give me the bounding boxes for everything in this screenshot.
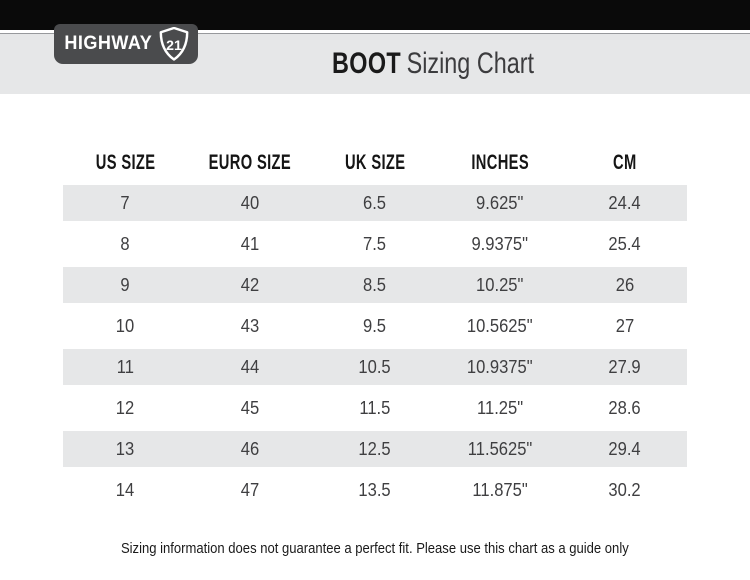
table-cell: 26 — [615, 274, 634, 295]
shield-badge-number: 21 — [166, 37, 182, 53]
table-cell: 46 — [240, 438, 260, 459]
table-cell: 9.9375" — [471, 234, 529, 254]
table-cell: 10.5 — [358, 356, 392, 377]
table-cell: 42 — [240, 274, 260, 295]
table-cell: 40 — [240, 192, 260, 213]
table-cell: 41 — [240, 234, 260, 254]
table-cell: 24.4 — [608, 192, 641, 213]
table-cell: 43 — [240, 316, 260, 336]
table-body: 7 40 6.5 9.625" 24.4 8 41 7.5 9.9375" 25.4 9 42 8.5 1… — [63, 183, 687, 511]
table-cell: 13.5 — [358, 480, 392, 500]
page-title-bold: BOOT — [331, 47, 402, 80]
table-cell: 44 — [240, 356, 260, 377]
brand-name: HIGHWAY — [64, 33, 152, 54]
column-header-inches: INCHES — [470, 151, 529, 174]
table-cell: 11 — [116, 356, 134, 377]
column-header-cm: CM — [612, 151, 637, 174]
table-cell: 12.5 — [358, 438, 392, 459]
table-cell: 27.9 — [608, 356, 641, 377]
table-cell: 28.6 — [608, 398, 641, 418]
table-cell: 10.25" — [476, 274, 524, 295]
table-row: 7 40 6.5 9.625" 24.4 — [63, 183, 687, 224]
table-cell: 29.4 — [608, 438, 641, 459]
table-header-row: US SIZE EURO SIZE UK SIZE INCHES CM — [63, 143, 687, 183]
footer-note-text: Sizing information does not guarantee a … — [121, 540, 629, 557]
sizing-table: US SIZE EURO SIZE UK SIZE INCHES CM 7 40 6… — [63, 143, 687, 511]
column-header-euro-size: EURO SIZE — [208, 151, 292, 174]
table-cell: 25.4 — [608, 234, 641, 254]
table-cell: 10.5625" — [466, 316, 533, 336]
page-title: BOOT Sizing Chart — [332, 49, 534, 79]
footer-note: Sizing information does not guarantee a … — [0, 540, 750, 557]
table-cell: 45 — [240, 398, 260, 418]
table-cell: 47 — [240, 480, 260, 500]
table-row: 11 44 10.5 10.9375" 27.9 — [63, 347, 687, 388]
table-cell: 10.9375" — [466, 356, 533, 377]
table-cell: 14 — [116, 480, 135, 500]
table-cell: 10 — [116, 316, 135, 336]
column-header-us-size: US SIZE — [95, 151, 156, 174]
table-cell: 6.5 — [363, 192, 387, 213]
table-row: 13 46 12.5 11.5625" 29.4 — [63, 429, 687, 470]
table-cell: 11.875" — [472, 480, 528, 500]
table-cell: 30.2 — [608, 480, 641, 500]
table-cell: 7 — [120, 192, 131, 213]
table-row: 12 45 11.5 11.25" 28.6 — [63, 388, 687, 429]
table-cell: 8 — [120, 234, 131, 254]
shield-21-icon: 21 — [159, 27, 189, 61]
table-cell: 9.5 — [363, 316, 387, 336]
table-cell: 9.625" — [476, 192, 524, 213]
page-title-rest: Sizing Chart — [406, 47, 535, 80]
table-cell: 8.5 — [363, 274, 387, 295]
table-row: 10 43 9.5 10.5625" 27 — [63, 306, 687, 347]
table-cell: 11.5 — [359, 398, 391, 418]
table-cell: 13 — [116, 438, 135, 459]
column-header-uk-size: UK SIZE — [344, 151, 406, 174]
table-cell: 27 — [615, 316, 634, 336]
brand-logo: HIGHWAY 21 — [54, 24, 198, 64]
table-row: 14 47 13.5 11.875" 30.2 — [63, 470, 687, 511]
table-cell: 12 — [116, 398, 135, 418]
table-cell: 9 — [120, 274, 131, 295]
table-cell: 7.5 — [363, 234, 387, 254]
table-row: 8 41 7.5 9.9375" 25.4 — [63, 224, 687, 265]
table-cell: 11.5625" — [467, 438, 533, 459]
table-row: 9 42 8.5 10.25" 26 — [63, 265, 687, 306]
table-cell: 11.25" — [476, 398, 523, 418]
